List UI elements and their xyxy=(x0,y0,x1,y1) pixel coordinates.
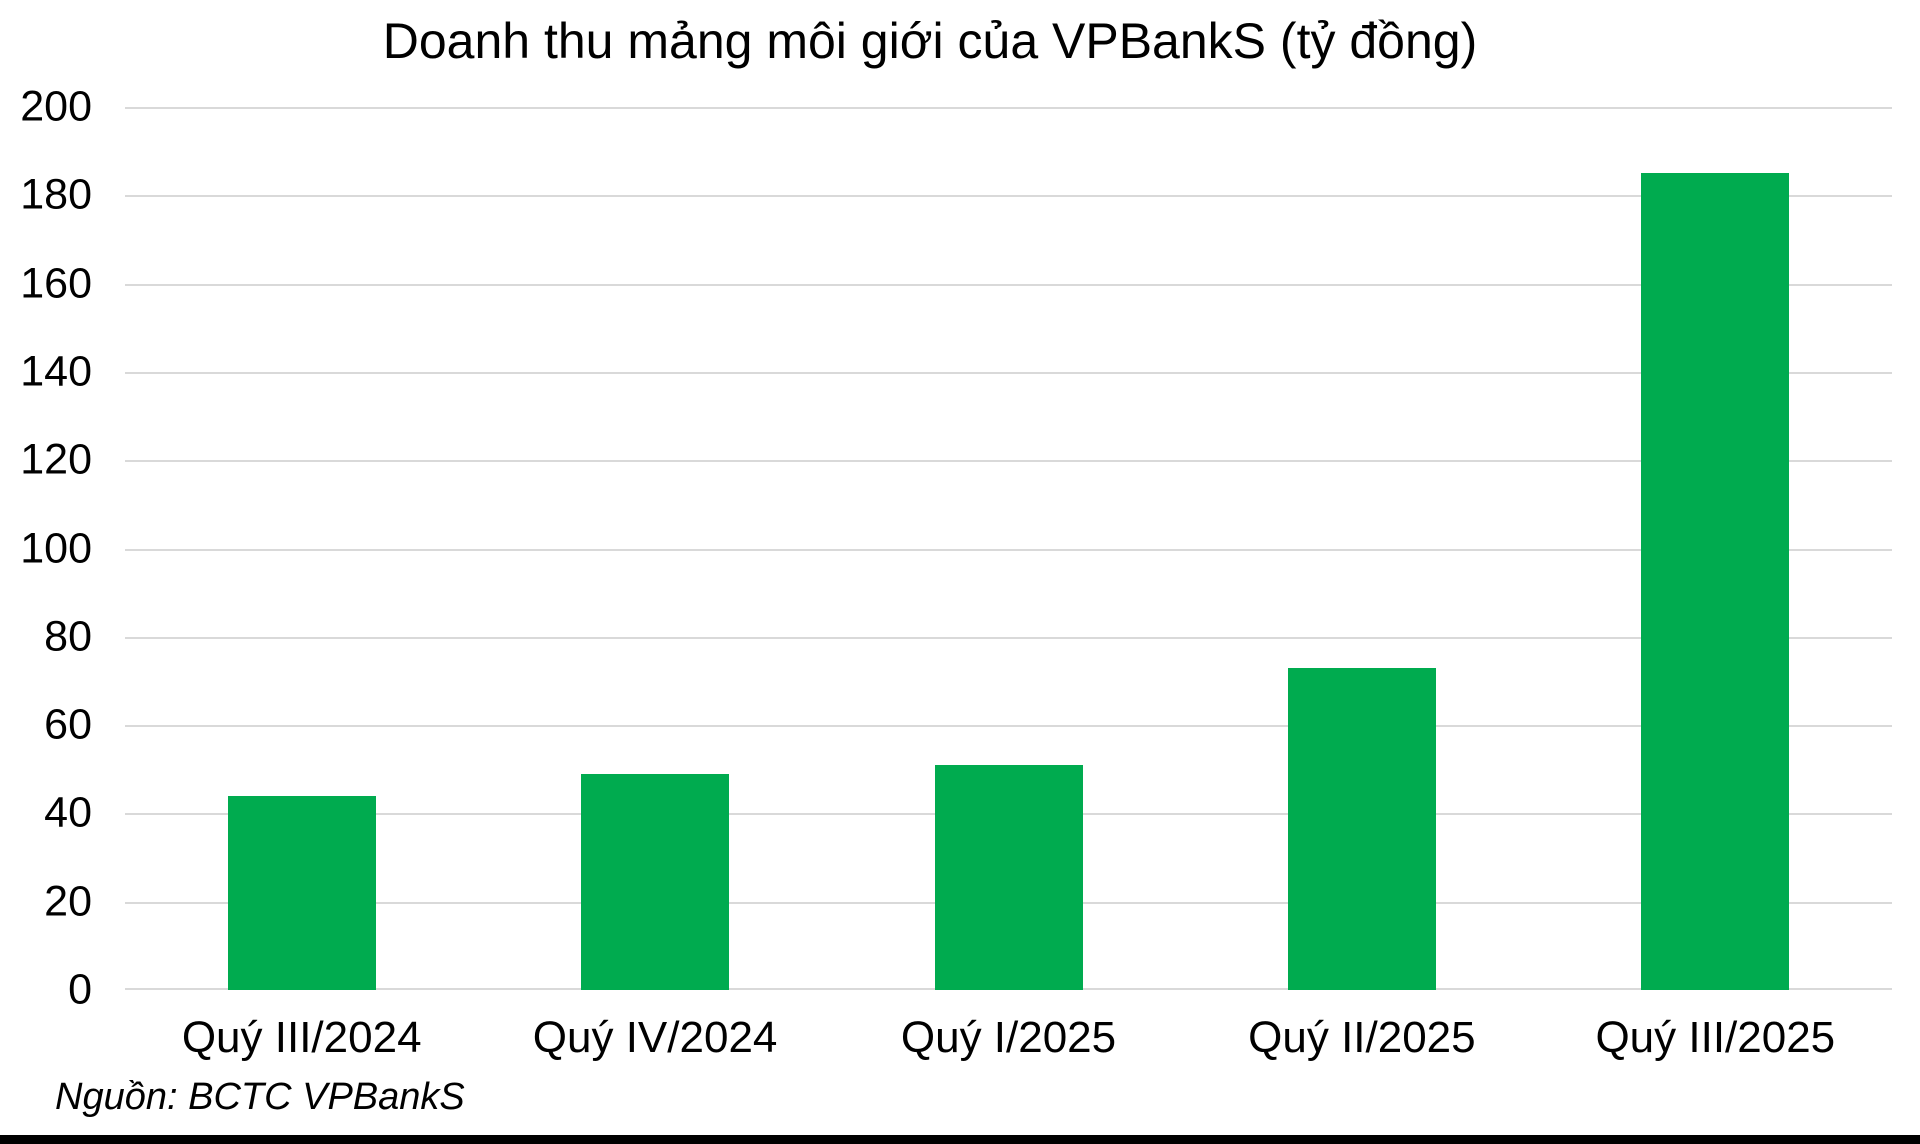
bar-qu-iii-2025 xyxy=(1641,173,1790,990)
gridline xyxy=(125,107,1892,109)
plot-area xyxy=(125,107,1892,990)
y-tick-label: 40 xyxy=(44,788,92,837)
x-axis-labels: Quý III/2024 Quý IV/2024 Quý I/2025 Quý II/… xyxy=(125,1013,1892,1073)
y-tick-label: 160 xyxy=(20,259,92,308)
y-tick-label: 180 xyxy=(20,170,92,219)
y-tick-label: 60 xyxy=(44,700,92,749)
gridline xyxy=(125,460,1892,463)
bar-qu-ii-2025 xyxy=(1287,667,1436,990)
x-tick-label: Quý I/2025 xyxy=(900,1013,1117,1062)
bar-qu-iii-2024 xyxy=(227,795,376,990)
chart-title: Doanh thu mảng môi giới của VPBankS (tỷ … xyxy=(382,13,1478,69)
y-tick-label: 100 xyxy=(20,524,92,572)
gridline xyxy=(125,636,1892,639)
y-tick-label: 140 xyxy=(20,347,92,396)
gridline xyxy=(125,283,1892,286)
y-axis-labels: 0 20 40 60 80 100 120 140 160 180 200 xyxy=(0,83,92,1014)
y-tick-label: 120 xyxy=(20,435,92,484)
y-tick-label: 80 xyxy=(44,612,92,661)
y-tick-label: 20 xyxy=(44,877,92,926)
gridline xyxy=(125,195,1892,198)
y-tick-label: 0 xyxy=(68,965,92,1014)
x-tick-label: Quý III/2025 xyxy=(1595,1013,1836,1062)
bottom-divider-bar xyxy=(0,1135,1920,1144)
gridline xyxy=(125,548,1892,551)
bar-qu-iv-2024 xyxy=(581,773,730,990)
gridline xyxy=(125,371,1892,374)
x-tick-label: Quý IV/2024 xyxy=(532,1013,778,1062)
source-note: Nguồn: BCTC VPBankS xyxy=(55,1076,465,1118)
y-tick-label: 200 xyxy=(20,82,92,131)
x-tick-label: Quý III/2024 xyxy=(181,1013,422,1062)
bar-qu-i-2025 xyxy=(934,764,1083,990)
gridline xyxy=(125,725,1892,728)
x-tick-label: Quý II/2025 xyxy=(1248,1013,1476,1062)
